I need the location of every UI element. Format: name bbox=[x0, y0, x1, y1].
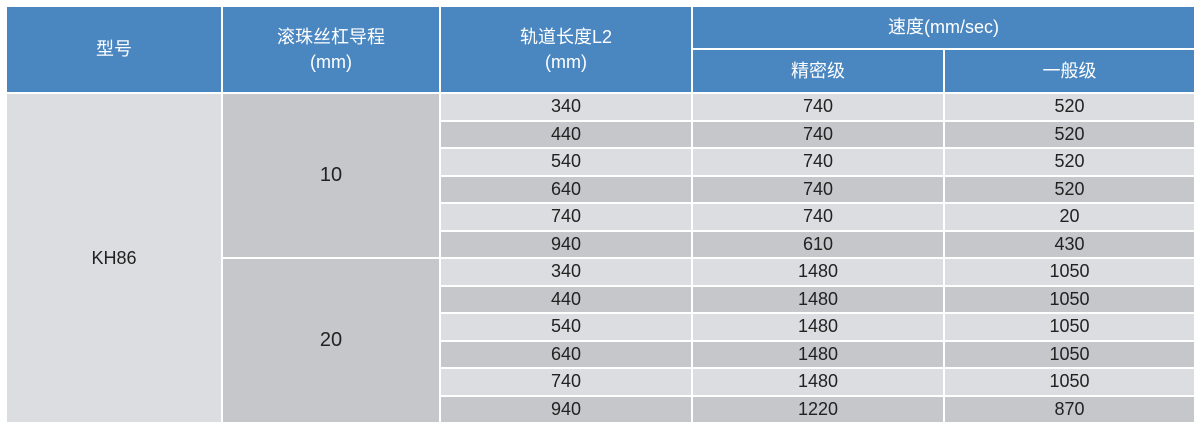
precision-speed-cell: 1480 bbox=[691, 339, 945, 369]
table-row: KH86 10 340 740 520 bbox=[5, 92, 1196, 424]
general-speed-cell: 870 bbox=[943, 394, 1196, 424]
precision-speed-cell: 740 bbox=[691, 119, 945, 149]
header-lead: 滚珠丝杠导程 (mm) bbox=[221, 5, 441, 94]
table-row: 20 340 1480 1050 bbox=[6, 257, 1196, 424]
table-row: 940 610 430 bbox=[6, 229, 1196, 259]
general-speed-cell: 1050 bbox=[943, 284, 1196, 314]
table-row: 440 1480 1050 bbox=[6, 284, 1196, 314]
precision-speed-cell: 1480 bbox=[691, 257, 945, 287]
length-cell: 540 bbox=[439, 312, 693, 342]
precision-speed-cell: 1480 bbox=[691, 312, 945, 342]
general-speed-cell: 1050 bbox=[943, 339, 1196, 369]
length-cell: 440 bbox=[439, 119, 693, 149]
table-row: 940 1220 870 bbox=[6, 394, 1196, 424]
length-cell: 440 bbox=[439, 284, 693, 314]
length-cell: 340 bbox=[439, 92, 693, 122]
length-cell: 640 bbox=[439, 174, 693, 204]
length-cell: 540 bbox=[439, 147, 693, 177]
general-speed-cell: 1050 bbox=[943, 257, 1196, 287]
lead-cell: 20 bbox=[221, 257, 441, 424]
table-row: 540 1480 1050 bbox=[6, 312, 1196, 342]
precision-speed-cell: 740 bbox=[691, 202, 945, 232]
header-length: 轨道长度L2 (mm) bbox=[439, 5, 693, 94]
header-speed: 速度(mm/sec) bbox=[691, 5, 1196, 50]
header-model: 型号 bbox=[5, 5, 223, 94]
header-precision: 精密级 bbox=[691, 48, 945, 94]
lead-cell: 10 bbox=[221, 92, 441, 259]
length-cell: 740 bbox=[439, 202, 693, 232]
header-length-label: 轨道长度L2 bbox=[519, 26, 613, 47]
general-speed-cell: 520 bbox=[943, 147, 1196, 177]
precision-speed-cell: 1480 bbox=[691, 367, 945, 397]
general-speed-cell: 520 bbox=[943, 119, 1196, 149]
precision-speed-cell: 1220 bbox=[691, 394, 945, 424]
header-lead-label: 滚珠丝杠导程 bbox=[277, 26, 385, 47]
general-speed-cell: 520 bbox=[943, 92, 1196, 122]
length-cell: 940 bbox=[439, 394, 693, 424]
general-speed-cell: 1050 bbox=[943, 367, 1196, 397]
length-cell: 340 bbox=[439, 257, 693, 287]
general-speed-cell: 520 bbox=[943, 174, 1196, 204]
precision-speed-cell: 1480 bbox=[691, 284, 945, 314]
table-row: 740 740 20 bbox=[6, 202, 1196, 232]
precision-speed-cell: 610 bbox=[691, 229, 945, 259]
header-lead-unit: (mm) bbox=[310, 51, 352, 72]
general-speed-cell: 20 bbox=[943, 202, 1196, 232]
speed-spec-table: 型号 滚珠丝杠导程 (mm) 轨道长度L2 (mm) 速度(mm/sec) 精密级 … bbox=[5, 5, 1196, 424]
table-row: 640 740 520 bbox=[6, 174, 1196, 204]
table-row: 540 740 520 bbox=[6, 147, 1196, 177]
length-cell: 940 bbox=[439, 229, 693, 259]
header-general: 一般级 bbox=[943, 48, 1196, 94]
length-cell: 640 bbox=[439, 339, 693, 369]
table-row: 640 1480 1050 bbox=[6, 339, 1196, 369]
header-length-unit: (mm) bbox=[545, 51, 587, 72]
table-row: 740 1480 1050 bbox=[6, 367, 1196, 397]
precision-speed-cell: 740 bbox=[691, 147, 945, 177]
length-cell: 740 bbox=[439, 367, 693, 397]
precision-speed-cell: 740 bbox=[691, 174, 945, 204]
model-cell: KH86 bbox=[5, 92, 223, 424]
general-speed-cell: 430 bbox=[943, 229, 1196, 259]
precision-speed-cell: 740 bbox=[691, 92, 945, 122]
general-speed-cell: 1050 bbox=[943, 312, 1196, 342]
